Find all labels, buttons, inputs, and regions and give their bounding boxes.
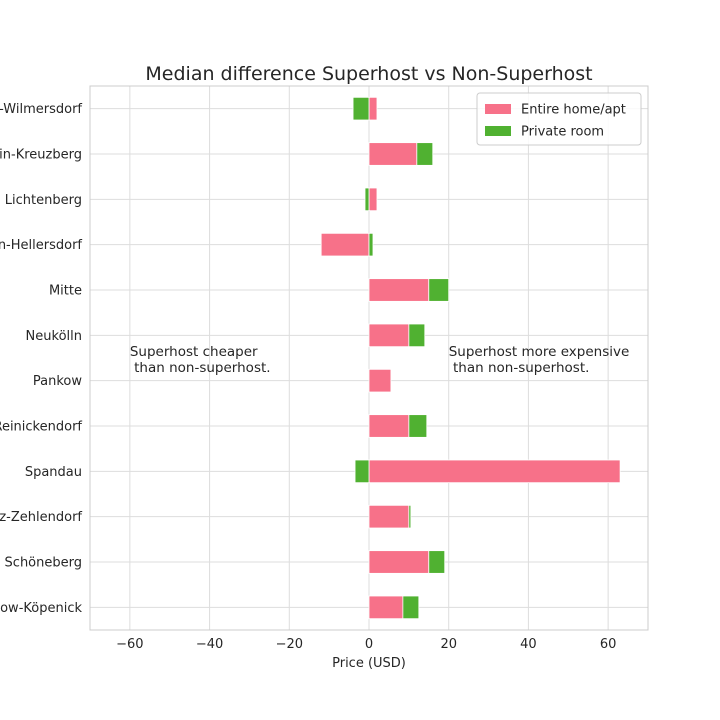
bar-private-room-8 [368,232,374,257]
bar-entire-home-apt-6 [368,323,410,348]
x-tick-label: −60 [116,637,143,652]
bar-entire-home-apt-0 [368,595,404,620]
bar-entire-home-apt-5 [368,368,392,393]
y-tick-label: Charlottenburg-Wilmersdorf [0,102,82,117]
legend-label: Private room [521,125,604,140]
bar-private-room-1 [428,550,446,574]
bar-entire-home-apt-8 [320,232,370,257]
legend-swatch [485,104,511,114]
bar-entire-home-apt-11 [368,96,378,121]
bar-private-room-3 [354,459,370,484]
y-tick-label: Pankow [33,374,82,389]
bar-entire-home-apt-9 [368,187,378,212]
x-tick-label: 40 [520,637,537,652]
y-tick-label: Neukölln [26,329,82,344]
x-axis-label: Price (USD) [332,656,406,671]
bar-entire-home-apt-3 [368,459,621,484]
bar-private-room-7 [428,278,450,302]
bars [320,96,621,620]
bar-entire-home-apt-2 [368,504,410,529]
x-tick-label: −40 [196,637,223,652]
x-tick-label: 60 [600,637,617,652]
bar-private-room-0 [402,595,420,620]
bar-entire-home-apt-1 [368,550,430,574]
bar-entire-home-apt-4 [368,414,410,438]
bar-private-room-10 [416,142,434,166]
legend-swatch [485,126,511,136]
x-tick-label: −20 [276,637,303,652]
y-tick-label: Marzahn-Hellersdorf [0,238,82,253]
bar-entire-home-apt-10 [368,142,418,166]
y-tick-label: Reinickendorf [0,420,82,435]
legend-box [476,92,642,146]
y-tick-label: Steglitz-Zehlendorf [0,510,82,525]
bar-private-room-6 [408,323,426,348]
y-tick-labels: Treptow-Köpenick Tempelhof - Schöneberg St… [0,102,82,616]
chart-title: Median difference Superhost vs Non-Super… [145,63,592,85]
x-tick-label: 20 [440,637,457,652]
annotations: Superhost cheaper than non-superhost. Sup… [130,344,629,376]
bar-private-room-4 [408,414,428,438]
y-tick-label: Spandau [25,465,82,480]
bar-entire-home-apt-7 [368,278,430,302]
bar-private-room-9 [364,187,370,212]
x-tick-labels: −60 −40 −20 0 20 40 60 [116,637,616,652]
plot-frame [89,85,649,631]
bar-private-room-11 [352,96,370,121]
y-tick-label: Tempelhof - Schöneberg [0,556,82,571]
legend: Entire home/apt Private room [476,92,642,146]
x-tick-label: 0 [365,637,373,652]
annotation-0: Superhost cheaper than non-superhost. [130,344,271,376]
legend-label: Entire home/apt [521,103,626,118]
y-tick-label: Mitte [49,284,82,299]
y-tick-label: Lichtenberg [5,193,82,208]
annotation-1: Superhost more expensive than non-superh… [449,344,630,376]
bar-private-room-2 [408,504,412,529]
y-tick-label: Friedrichshain-Kreuzberg [0,148,82,163]
y-tick-label: Treptow-Köpenick [0,601,82,616]
